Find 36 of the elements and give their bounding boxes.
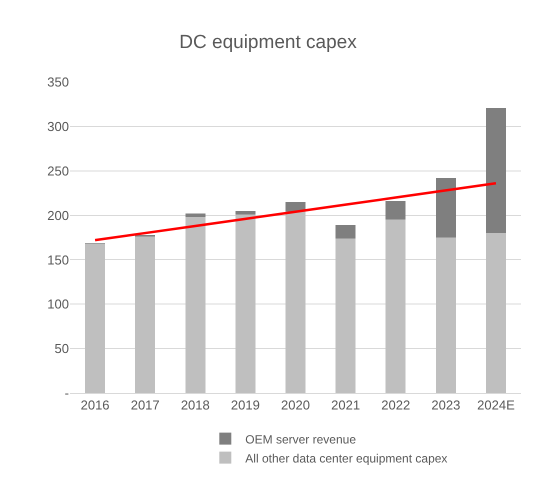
y-tick-label: - bbox=[64, 386, 69, 401]
legend-label: OEM server revenue bbox=[245, 432, 356, 446]
x-tick-label: 2021 bbox=[331, 398, 360, 413]
line-series bbox=[94, 182, 498, 242]
x-tick-label: 2017 bbox=[130, 398, 160, 413]
x-tick-label: 2020 bbox=[281, 398, 310, 413]
y-tick-label: 300 bbox=[47, 118, 69, 134]
legend-label: All other data center equipment capex bbox=[245, 451, 448, 466]
bar bbox=[386, 201, 406, 220]
x-tick-label: 2023 bbox=[431, 398, 460, 413]
bar bbox=[336, 225, 356, 238]
y-tick-label: 100 bbox=[47, 296, 69, 312]
bar bbox=[85, 244, 106, 393]
x-tick-label: 2024E bbox=[477, 398, 516, 413]
y-tick-label: 50 bbox=[54, 341, 69, 356]
x-tick-label: 2019 bbox=[230, 398, 260, 413]
bar bbox=[235, 214, 256, 393]
bar bbox=[285, 212, 306, 393]
bar bbox=[185, 217, 206, 393]
bar bbox=[436, 178, 456, 238]
y-tick-label: 350 bbox=[47, 74, 69, 90]
bar bbox=[135, 236, 156, 393]
x-tick-label: 2016 bbox=[80, 398, 110, 413]
x-tick-label: 2022 bbox=[381, 398, 410, 413]
bar bbox=[336, 238, 356, 393]
chart-title: DC equipment capex bbox=[179, 32, 358, 54]
y-tick-label: 200 bbox=[47, 208, 69, 223]
y-tick-label: 150 bbox=[47, 252, 69, 268]
bar bbox=[486, 233, 506, 393]
y-tick-label: 250 bbox=[47, 163, 69, 178]
bar bbox=[235, 210, 256, 214]
bar bbox=[486, 108, 506, 234]
x-tick-label: 2018 bbox=[180, 398, 210, 413]
bar bbox=[386, 220, 406, 393]
bar bbox=[185, 214, 206, 218]
bar bbox=[436, 238, 456, 393]
